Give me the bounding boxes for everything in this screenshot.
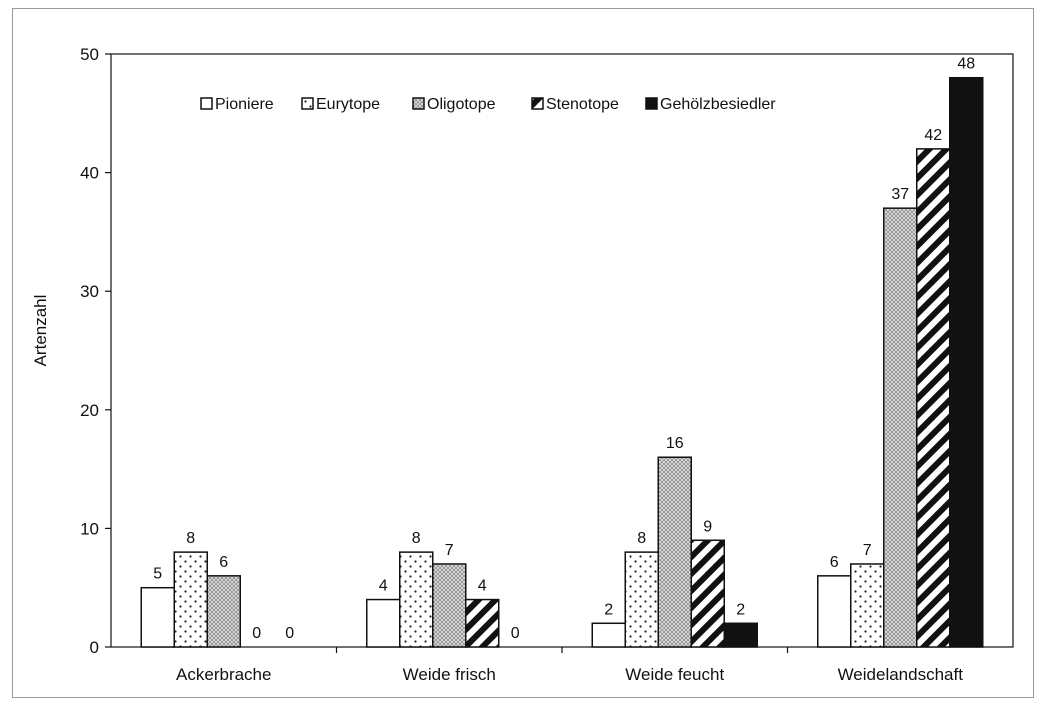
bar [850, 563, 885, 648]
bar [465, 598, 500, 648]
bar [432, 563, 467, 648]
y-tick-label: 50 [80, 45, 99, 64]
legend-swatch [412, 97, 425, 110]
data-label: 2 [736, 601, 745, 618]
data-label: 9 [703, 518, 712, 535]
data-label: 16 [666, 435, 684, 452]
data-label: 7 [863, 542, 872, 559]
bar [624, 551, 659, 648]
bar [366, 598, 401, 648]
y-tick-label: 10 [80, 519, 99, 538]
bar [140, 586, 175, 648]
data-label: 8 [637, 530, 646, 547]
bar [206, 575, 241, 648]
data-label: 2 [604, 601, 613, 618]
bar [657, 456, 692, 648]
bar [399, 551, 434, 648]
legend-swatch [645, 97, 658, 110]
data-label: 8 [412, 530, 421, 547]
data-label: 6 [830, 554, 839, 571]
data-label: 8 [186, 530, 195, 547]
x-tick-label: Weide frisch [403, 665, 496, 684]
data-label: 0 [511, 625, 520, 642]
x-tick-label: Weide feucht [625, 665, 724, 684]
data-label: 4 [379, 578, 388, 595]
bar [173, 551, 208, 648]
data-label: 0 [252, 625, 261, 642]
legend-label: Stenotope [546, 96, 619, 113]
data-label: 7 [445, 542, 454, 559]
plot-area [110, 53, 1014, 648]
bar [817, 575, 852, 648]
bar [949, 76, 984, 648]
legend-label: Pioniere [215, 96, 274, 113]
y-tick-label: 20 [80, 401, 99, 420]
legend-label: Oligotope [427, 96, 496, 113]
y-tick-label: 40 [80, 164, 99, 183]
legend-swatch [200, 97, 213, 110]
bar [916, 148, 951, 648]
y-axis-label: Artenzahl [31, 295, 50, 367]
x-tick-label: Weidelandschaft [838, 665, 964, 684]
bar [591, 622, 626, 648]
data-label: 4 [478, 578, 487, 595]
bars [140, 76, 984, 648]
data-label: 48 [957, 56, 975, 73]
bar [723, 622, 758, 648]
bar [883, 207, 918, 648]
data-label: 6 [219, 554, 228, 571]
legend-swatch [531, 97, 544, 110]
y-tick-label: 0 [90, 638, 99, 657]
legend-swatch [301, 97, 314, 110]
legend-label: Gehölzbesiedler [660, 96, 776, 113]
x-tick-label: Ackerbrache [176, 665, 271, 684]
legend-label: Eurytope [316, 96, 380, 113]
y-tick-label: 30 [80, 282, 99, 301]
data-label: 5 [153, 566, 162, 583]
chart-frame: 0 10 20 30 40 50 Artenzahl Ackerbrache Weide fri… [12, 8, 1034, 698]
data-label: 42 [924, 127, 942, 144]
bar [690, 539, 725, 648]
data-label: 37 [891, 186, 909, 203]
data-label: 0 [285, 625, 294, 642]
legend: Pioniere Eurytope Oligotope Stenotope Gehölz… [200, 96, 776, 113]
